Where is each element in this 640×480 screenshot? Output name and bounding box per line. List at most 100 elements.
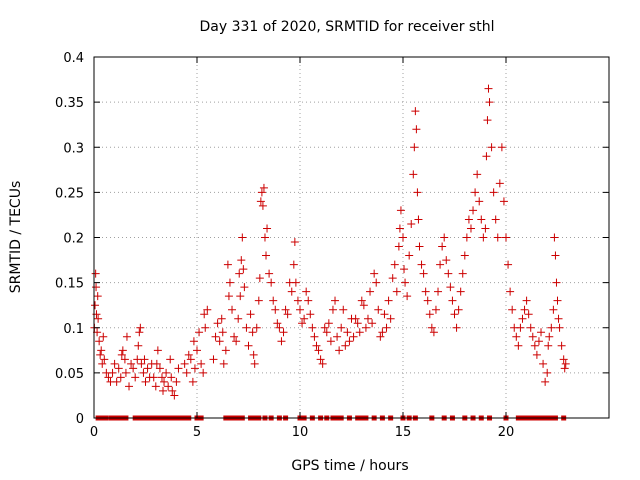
data-point — [392, 287, 401, 296]
data-point — [190, 364, 199, 373]
data-point — [149, 373, 158, 382]
data-point — [167, 373, 176, 382]
data-point — [162, 368, 171, 377]
data-point — [374, 305, 383, 314]
data-point — [244, 341, 253, 350]
data-point — [281, 305, 290, 314]
data-point — [403, 292, 412, 301]
data-point — [532, 350, 541, 359]
data-point — [197, 359, 206, 368]
data-point — [237, 256, 246, 265]
data-point — [555, 323, 564, 332]
data-point — [224, 292, 233, 301]
data-point — [349, 332, 358, 341]
data-point — [275, 323, 284, 332]
data-point — [560, 364, 569, 373]
data-point — [246, 310, 255, 319]
y-tick-label: 0.3 — [63, 141, 84, 156]
data-point — [166, 355, 175, 364]
data-point — [260, 233, 269, 242]
data-point — [99, 332, 108, 341]
data-point — [417, 260, 426, 269]
data-point — [491, 215, 500, 224]
data-point — [450, 310, 459, 319]
data-point — [112, 377, 121, 386]
data-point — [248, 328, 257, 337]
data-point — [479, 233, 488, 242]
data-point — [489, 188, 498, 197]
data-point — [370, 269, 379, 278]
data-point — [152, 359, 161, 368]
data-point — [217, 314, 226, 323]
data-point — [446, 283, 455, 292]
x-tick-label: 10 — [292, 425, 309, 440]
data-point — [135, 328, 144, 337]
chart-title: Day 331 of 2020, SRMTID for receiver sth… — [200, 19, 495, 35]
data-point — [211, 332, 220, 341]
data-point — [118, 346, 127, 355]
data-point — [223, 260, 232, 269]
data-point — [151, 382, 160, 391]
data-point — [407, 219, 416, 228]
data-point — [218, 328, 227, 337]
data-point — [320, 323, 329, 332]
x-tick-label: 20 — [498, 425, 515, 440]
data-point — [394, 242, 403, 251]
data-point — [257, 188, 266, 197]
data-point — [508, 305, 517, 314]
data-point — [96, 350, 105, 359]
data-point — [234, 314, 243, 323]
data-point — [172, 377, 181, 386]
data-point — [137, 359, 146, 368]
data-point — [431, 305, 440, 314]
data-point — [495, 179, 504, 188]
data-point — [108, 368, 117, 377]
data-point — [410, 143, 419, 152]
data-point — [530, 341, 539, 350]
data-point — [203, 305, 212, 314]
x-tick-label: 5 — [193, 425, 201, 440]
data-point — [551, 251, 560, 260]
data-point — [184, 350, 193, 359]
data-point — [127, 359, 136, 368]
data-point — [324, 319, 333, 328]
data-point — [310, 332, 319, 341]
data-point — [440, 233, 449, 242]
data-point — [343, 328, 352, 337]
data-point — [351, 314, 360, 323]
data-point — [526, 323, 535, 332]
data-point — [263, 224, 272, 233]
data-point — [473, 170, 482, 179]
data-point — [413, 188, 422, 197]
y-tick-label: 0.05 — [55, 367, 84, 382]
data-point — [304, 296, 313, 305]
data-point — [164, 382, 173, 391]
data-point — [153, 346, 162, 355]
data-point — [444, 269, 453, 278]
data-point — [160, 377, 169, 386]
y-tick-label: 0.1 — [63, 322, 84, 337]
data-point — [537, 328, 546, 337]
data-point — [427, 323, 436, 332]
data-point — [534, 337, 543, 346]
data-point — [242, 323, 251, 332]
data-point — [134, 341, 143, 350]
data-point — [104, 373, 113, 382]
data-point — [131, 373, 140, 382]
data-point — [140, 355, 149, 364]
data-point — [456, 287, 465, 296]
data-point — [372, 278, 381, 287]
data-point — [539, 359, 548, 368]
data-point — [442, 256, 451, 265]
data-point — [366, 287, 375, 296]
data-point — [376, 332, 385, 341]
data-point — [550, 233, 559, 242]
data-point — [258, 201, 267, 210]
x-tick-label: 15 — [395, 425, 412, 440]
data-point — [335, 346, 344, 355]
data-point — [423, 296, 432, 305]
y-tick-label: 0.25 — [55, 186, 84, 201]
data-point — [559, 355, 568, 364]
data-point — [249, 350, 258, 359]
